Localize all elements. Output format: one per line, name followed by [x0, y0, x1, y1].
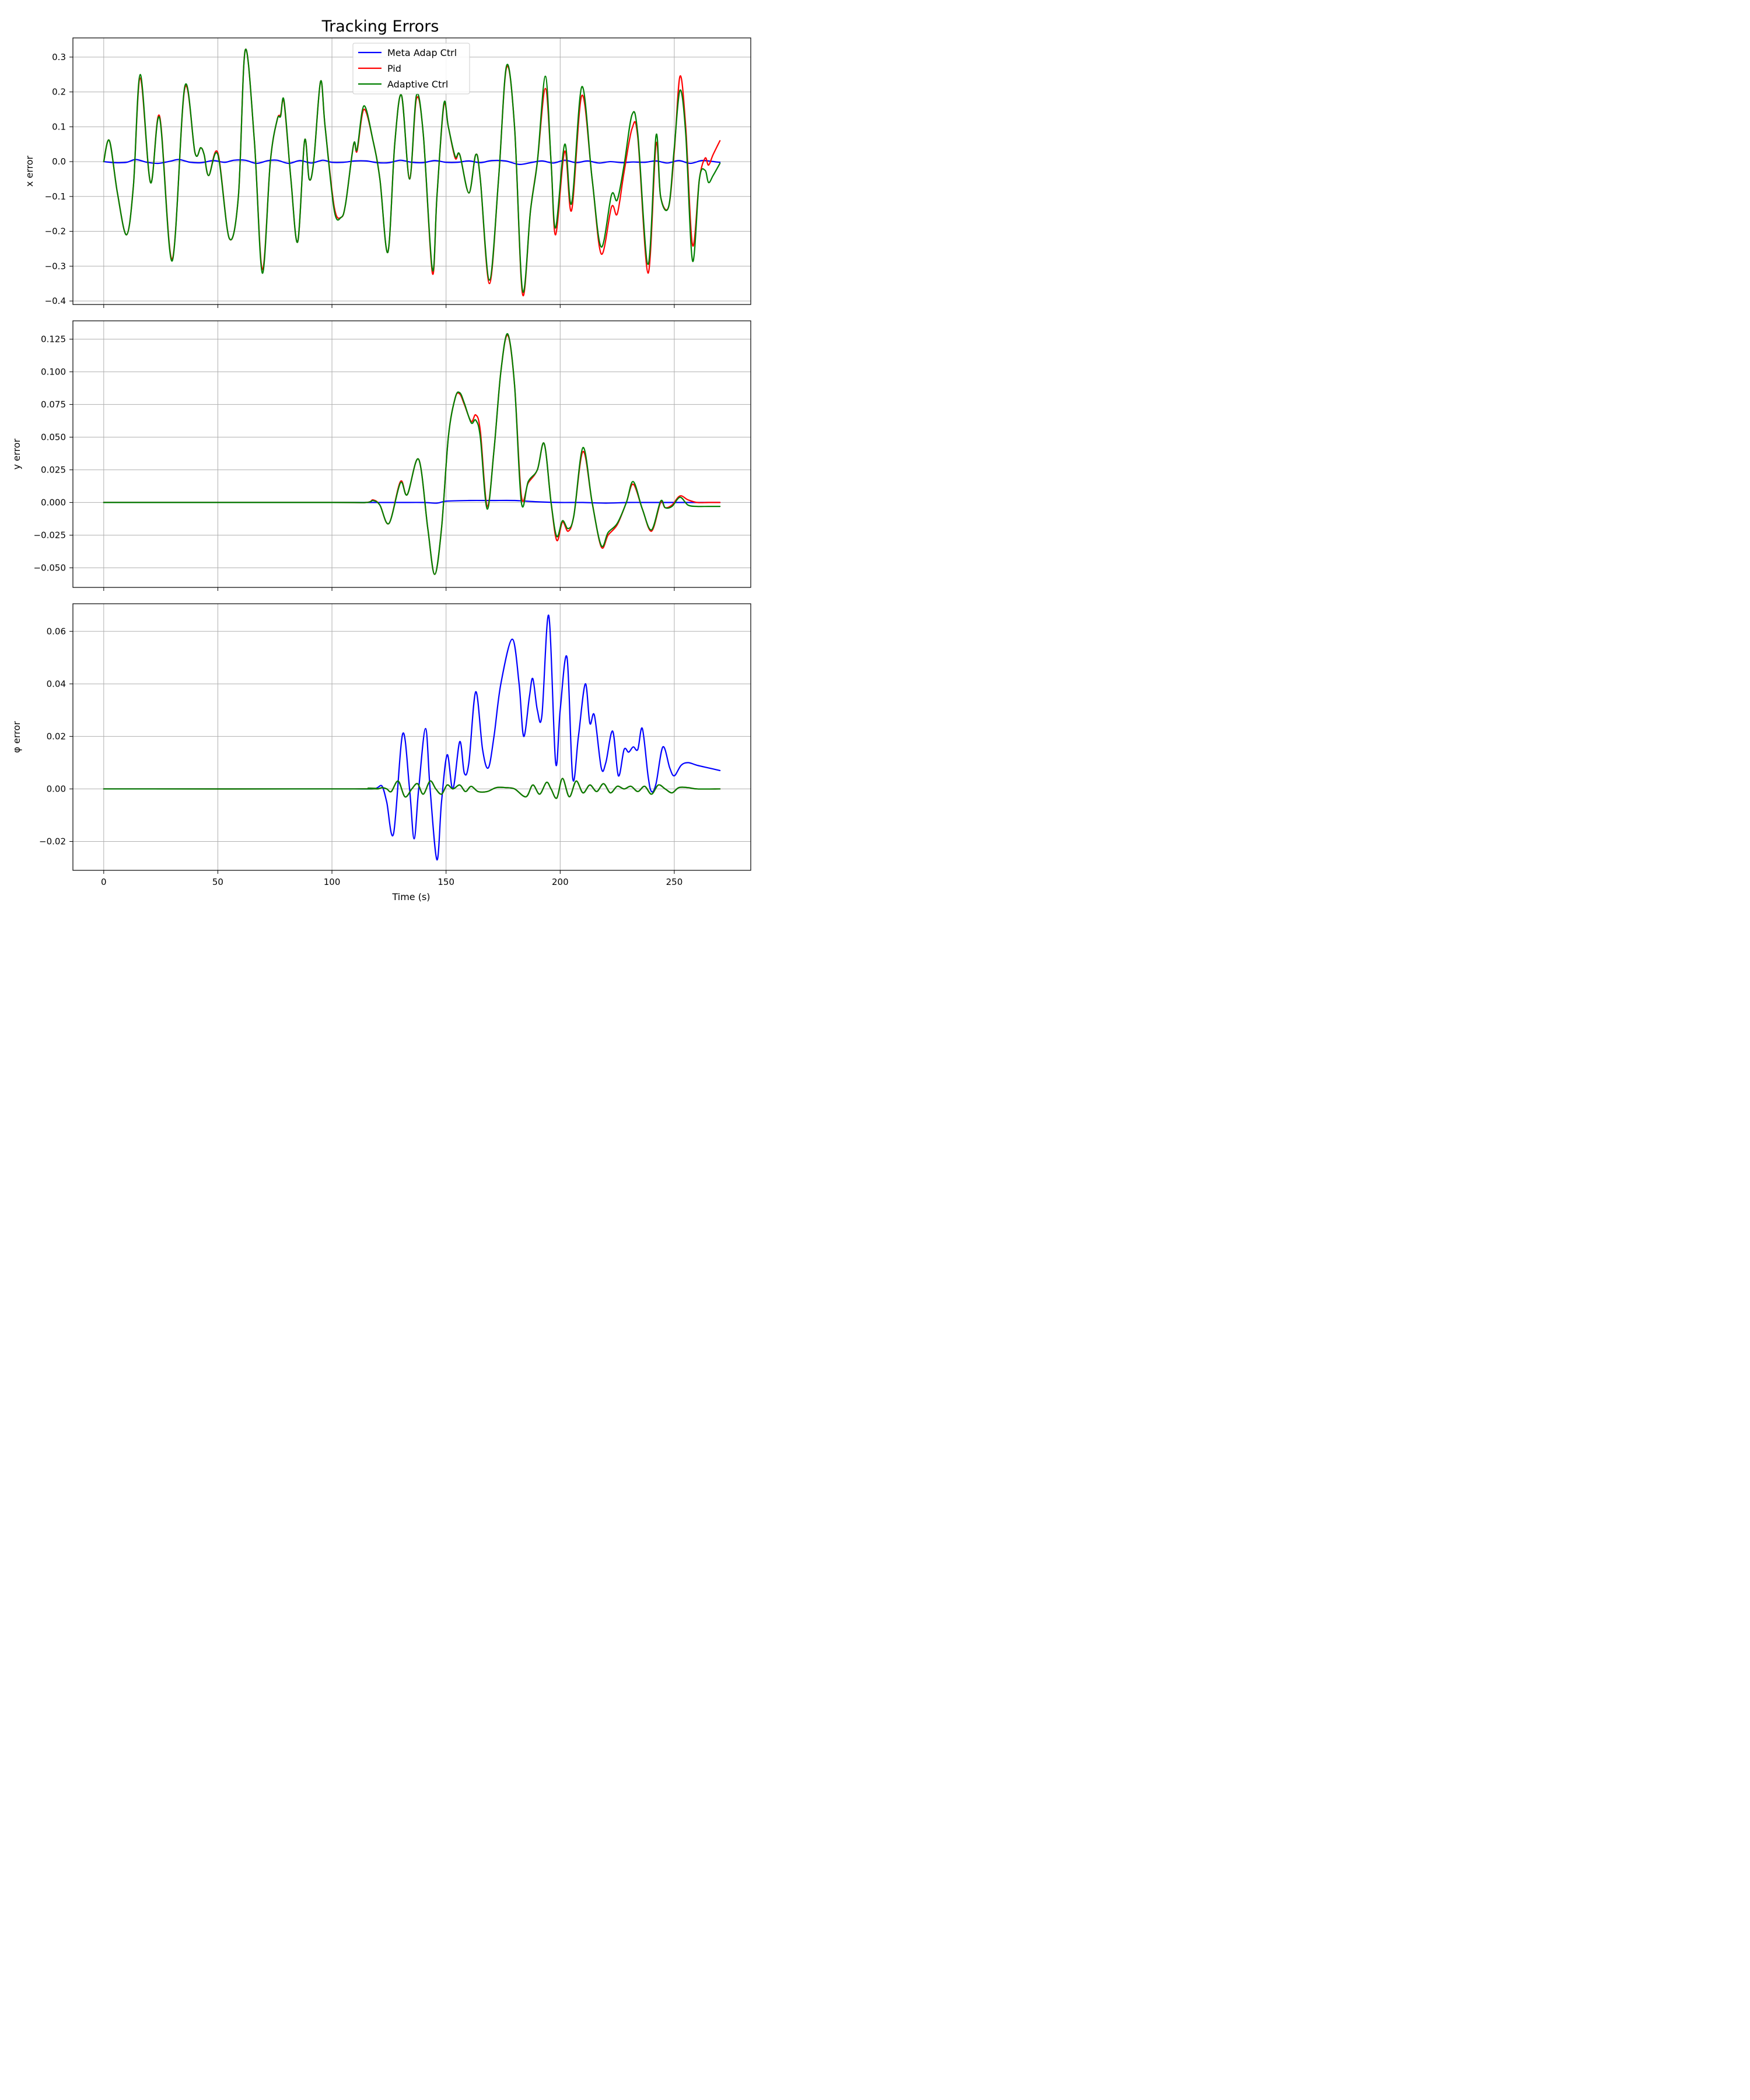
y-tick-label: 0.100	[41, 366, 66, 377]
x-tick-label: 250	[666, 877, 683, 887]
y-tick-label: 0.04	[47, 678, 66, 689]
y-tick-label: −0.025	[33, 530, 66, 540]
y-tick-label: −0.1	[45, 191, 66, 202]
y-tick-label: 0.000	[41, 497, 66, 508]
y-tick-label: 0.02	[47, 731, 66, 741]
y-tick-label: −0.3	[45, 261, 66, 271]
y-tick-label: 0.3	[52, 52, 66, 62]
y-tick-label: 0.125	[41, 334, 66, 344]
y-tick-label: 0.0	[52, 156, 66, 167]
y-tick-label: 0.025	[41, 464, 66, 475]
legend: Meta Adap Ctrl Pid Adaptive Ctrl	[353, 43, 470, 94]
y-axis-label: x error	[24, 155, 35, 187]
y-tick-label: −0.02	[39, 836, 66, 846]
figure-background	[0, 0, 758, 910]
x-tick-label: 150	[438, 877, 454, 887]
y-tick-label: 0.075	[41, 399, 66, 410]
x-tick-label: 200	[552, 877, 569, 887]
y-tick-label: 0.00	[47, 783, 66, 794]
y-axis-label: φ error	[11, 721, 22, 753]
legend-label-meta-adap-ctrl: Meta Adap Ctrl	[387, 47, 457, 58]
y-tick-label: 0.1	[52, 121, 66, 132]
x-tick-label: 50	[212, 877, 223, 887]
legend-label-pid: Pid	[387, 63, 401, 74]
x-tick-label: 0	[101, 877, 107, 887]
y-tick-label: −0.050	[33, 562, 66, 573]
x-axis-label: Time (s)	[391, 891, 430, 902]
y-tick-label: 0.2	[52, 87, 66, 97]
y-tick-label: −0.4	[45, 296, 66, 306]
y-tick-label: −0.2	[45, 226, 66, 237]
y-tick-label: 0.050	[41, 432, 66, 442]
y-tick-label: 0.06	[47, 626, 66, 636]
x-tick-label: 100	[324, 877, 341, 887]
y-axis-label: y error	[11, 438, 22, 470]
legend-label-adaptive-ctrl: Adaptive Ctrl	[387, 79, 448, 90]
figure-title: Tracking Errors	[321, 18, 439, 36]
tracking-errors-figure: Tracking Errors −0.4 −0.3 −0.2 −0.1 0.0 0.1 0.…	[0, 0, 758, 910]
